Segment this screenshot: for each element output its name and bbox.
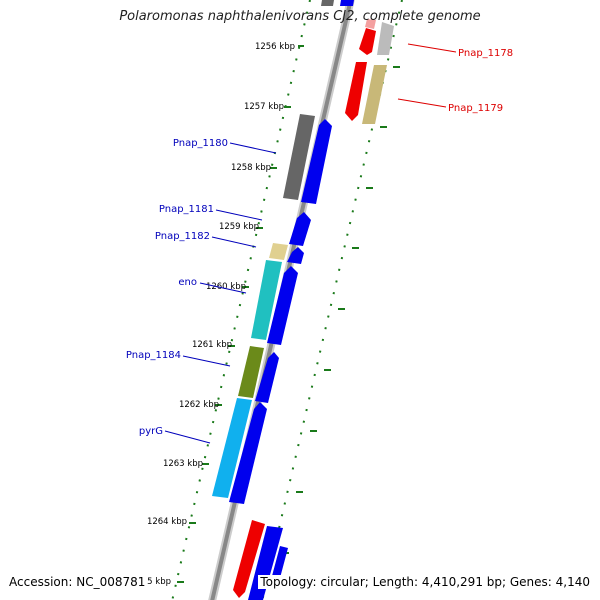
cds-bottom-blue bbox=[248, 526, 283, 600]
map-title: Polaromonas naphthalenivorans CJ2, compl… bbox=[119, 9, 481, 24]
topology-text: Topology: circular; Length: 4,410,291 bp… bbox=[258, 575, 592, 589]
cds-pnap-1184-cog bbox=[238, 346, 264, 398]
scale-label: 1262 kbp bbox=[179, 400, 219, 410]
cds-eno-cds bbox=[267, 266, 298, 345]
cds-pnap-1178-pink bbox=[365, 19, 376, 29]
cds-top-gray bbox=[321, 0, 334, 6]
scale-label: 1261 kbp bbox=[192, 340, 232, 350]
gene-label-pnap-1181: Pnap_1181 bbox=[159, 204, 214, 215]
cds-bottom-blue-2 bbox=[272, 546, 288, 578]
scale-label: 1257 kbp bbox=[244, 102, 284, 112]
cds-pnap-1179-red bbox=[345, 62, 367, 121]
cds-pnap-1180-cds bbox=[301, 119, 332, 204]
outer-ticks bbox=[282, 66, 400, 554]
cds-eno-cog bbox=[251, 260, 282, 340]
cds-bottom-red bbox=[233, 520, 265, 598]
cds-pnap-1184-cds bbox=[255, 352, 279, 403]
cds-pnap-1181-cds bbox=[289, 212, 311, 246]
cds-pnap-1180-cog bbox=[283, 114, 315, 200]
cds-pyrg-cds bbox=[229, 402, 267, 504]
cds-pnap-1179-cog bbox=[362, 65, 387, 124]
gene-label-pnap-1179: Pnap_1179 bbox=[448, 103, 503, 114]
gene-label-pnap-1184: Pnap_1184 bbox=[126, 350, 181, 361]
scale-label: 1265 kbp bbox=[131, 577, 171, 587]
scale-label: 1263 kbp bbox=[163, 459, 203, 469]
gene-label-eno: eno bbox=[178, 277, 197, 288]
accession-text: Accession: NC_008781 bbox=[7, 575, 148, 589]
cds-pnap-1178-red bbox=[359, 28, 376, 55]
gene-label-pnap-1182: Pnap_1182 bbox=[155, 231, 210, 242]
gene-label-pnap-1180: Pnap_1180 bbox=[173, 138, 228, 149]
gene-label-pyrg: pyrG bbox=[139, 426, 163, 437]
cds-pnap-1182-cds bbox=[287, 247, 304, 264]
scale-label: 1256 kbp bbox=[255, 42, 295, 52]
scale-ticks bbox=[177, 45, 304, 583]
scale-labels: 1256 kbp 1257 kbp 1258 kbp 1259 kbp 1260… bbox=[131, 42, 295, 587]
scale-label: 1258 kbp bbox=[231, 163, 271, 173]
inner-track bbox=[171, 0, 311, 600]
scale-label: 1264 kbp bbox=[147, 517, 187, 527]
cds-pyrg-cog bbox=[212, 398, 252, 498]
outer-track bbox=[261, 0, 403, 600]
gene-label-pnap-1178: Pnap_1178 bbox=[458, 48, 513, 59]
gene-labels: Pnap_1178 Pnap_1179 Pnap_1180 Pnap_1181 … bbox=[126, 48, 513, 437]
leader-lines bbox=[164, 43, 457, 444]
cds-top-blue bbox=[340, 0, 354, 6]
scale-label: 1260 kbp bbox=[206, 282, 246, 292]
cds-pnap-1182-cog bbox=[269, 243, 288, 260]
scale-label: 1259 kbp bbox=[219, 222, 259, 232]
cds-pnap-1178-cog bbox=[377, 22, 394, 55]
